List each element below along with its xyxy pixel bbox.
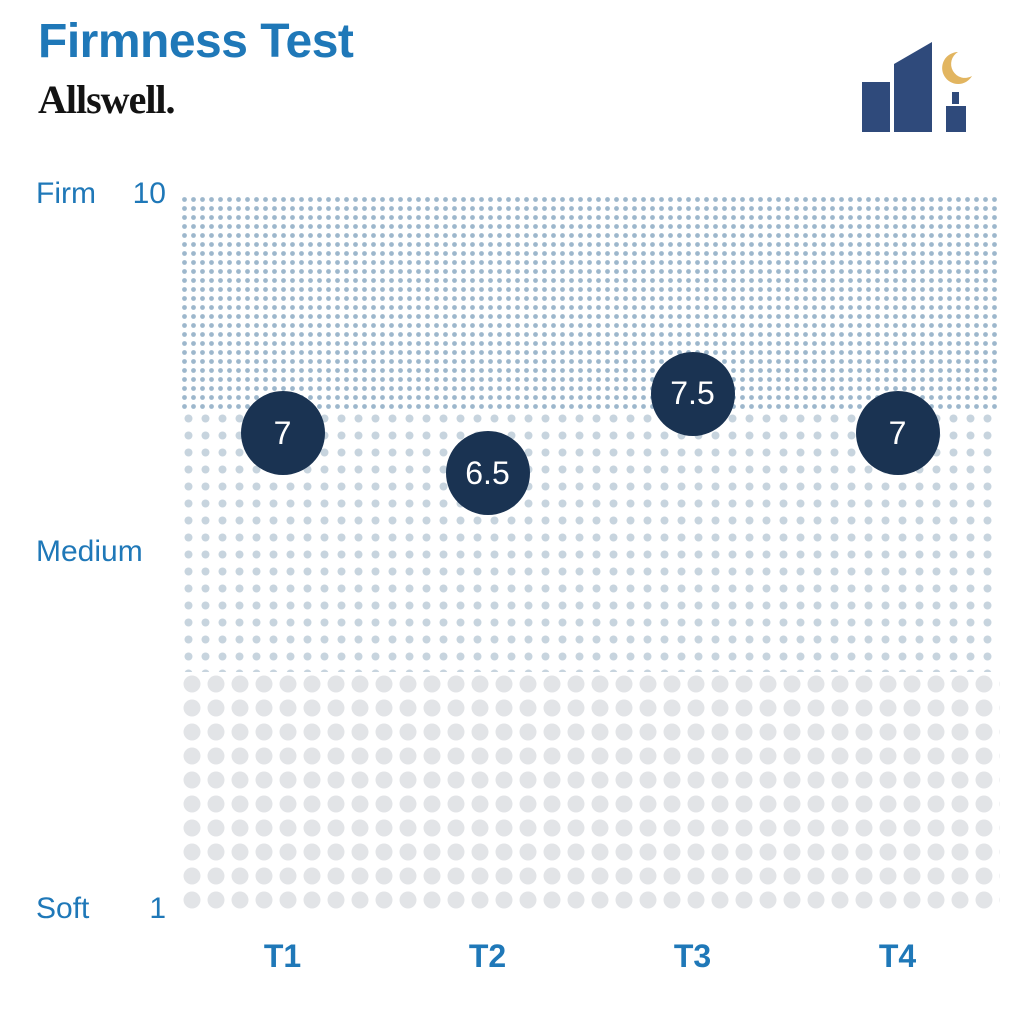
data-point: 7.5 bbox=[651, 352, 735, 436]
data-point: 7 bbox=[856, 391, 940, 475]
y-axis-label: Firm bbox=[36, 177, 96, 211]
logo-moon-icon bbox=[942, 52, 972, 84]
brand-logo-icon bbox=[850, 32, 980, 142]
x-axis-label: T4 bbox=[858, 938, 938, 975]
logo-bar-right bbox=[946, 106, 966, 132]
y-axis-label: Soft bbox=[36, 892, 89, 926]
chart-band bbox=[180, 195, 1000, 410]
logo-chimney bbox=[952, 92, 959, 104]
chart-plot-area: 7 6.5 7.5 7 bbox=[180, 195, 1000, 910]
x-axis-label: T3 bbox=[653, 938, 733, 975]
logo-bar-mid bbox=[894, 42, 932, 132]
data-point: 7 bbox=[241, 391, 325, 475]
data-point: 6.5 bbox=[446, 431, 530, 515]
y-axis-tick: 10 bbox=[120, 177, 166, 211]
firmness-chart-root: Firmness Test Allswell. 7 6.5 7.5 7 Soft 1 Me… bbox=[0, 0, 1024, 1024]
chart-subtitle: Allswell. bbox=[38, 76, 175, 123]
x-axis-label: T2 bbox=[448, 938, 528, 975]
x-axis-label: T1 bbox=[243, 938, 323, 975]
chart-title: Firmness Test bbox=[38, 14, 353, 69]
logo-bar-left bbox=[862, 82, 890, 132]
y-axis-tick: 1 bbox=[120, 892, 166, 926]
chart-band bbox=[180, 672, 1000, 910]
y-axis-label: Medium bbox=[36, 535, 143, 569]
